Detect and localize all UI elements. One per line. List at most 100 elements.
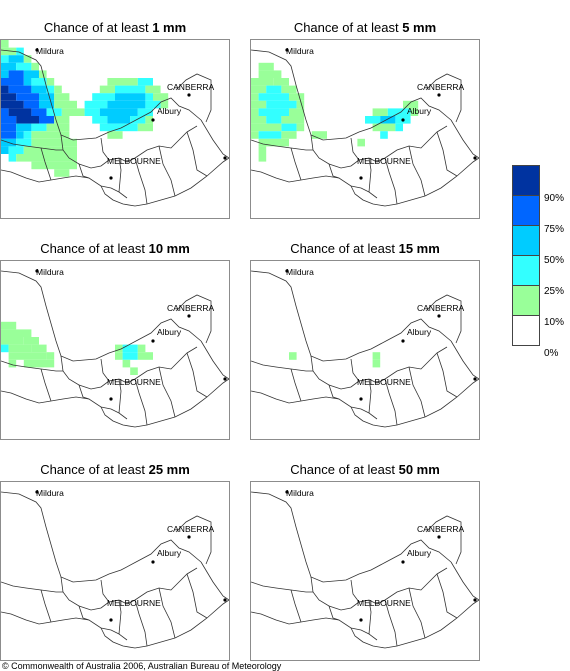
rainfall-cell [31,123,47,132]
legend [512,165,540,346]
rainfall-cell [122,359,131,368]
rainfall-cell [23,55,32,63]
rainfall-cell [16,123,32,132]
rainfall-cell [251,100,267,109]
rainfall-cell [31,108,47,116]
boundary-line [328,384,340,400]
rainfall-cell [39,116,55,124]
legend-label-10: 10% [544,317,565,328]
rainfall-cell [311,131,327,139]
map-label-canberra: CANBERRA [417,303,465,313]
rainfall-cell [107,116,131,124]
rainfall-cell [1,78,24,86]
boundary-line [251,139,313,151]
rainfall-cell [137,344,146,353]
town-marker [109,397,113,401]
rainfall-cell [23,70,39,78]
rainfall-cell [130,367,138,375]
map-label-albury: Albury [157,327,182,337]
rainfall-cell [122,352,138,360]
map-label-canberra: CANBERRA [167,303,215,313]
town-marker [35,490,39,494]
map-label-albury: Albury [407,548,432,558]
boundary-line [350,599,479,649]
rainfall-cell [31,161,77,170]
boundary-line [251,360,313,372]
rainfall-cell [145,100,161,109]
boundary-line [186,573,208,619]
boundary-line [118,378,122,414]
rainfall-cell [281,123,297,132]
map-svg: Mildura CANBERRA Albury MELBOURNE [1,267,229,428]
copyright-notice: © Commonwealth of Australia 2006, Austra… [2,661,282,671]
map-label-melbourne: MELBOURNE [357,377,411,387]
rainfall-cell [258,146,267,154]
rainfall-cell [372,108,388,116]
map-label-canberra: CANBERRA [167,524,215,534]
rainfall-cell [251,131,259,139]
rainfall-cell [8,154,17,162]
rainfall-cell [266,85,282,94]
rainfall-cell [8,344,32,353]
rainfall-cell [251,93,259,101]
rainfall-cell [46,123,70,132]
boundary-line [310,125,448,169]
boundary-line [40,589,52,623]
rainfall-cell [122,344,138,353]
rainfall-cell [137,78,153,86]
boundary-line [158,587,176,639]
boundary-line [425,73,462,123]
boundary-line [158,366,176,418]
boundary-line [450,340,479,380]
legend-label-90: 90% [544,193,565,204]
rainfall-cell [54,116,70,124]
legend-swatch-25 [512,255,540,286]
rainfall-cell [39,93,55,101]
map-label-melbourne: MELBOURNE [357,156,411,166]
town-marker [359,176,363,180]
rainfall-cell [372,359,381,368]
rainfall-cell [258,138,289,147]
rainfall-cell [273,78,289,86]
boundary-line [78,605,90,621]
rainfall-cell [137,123,153,132]
rainfall-cell [115,352,123,360]
rainfall-cell [266,116,282,124]
boundary-line [40,147,52,181]
rainfall-cell [281,116,305,124]
map-label-melbourne: MELBOURNE [107,598,161,608]
town-marker [109,618,113,622]
boundary-line [78,384,90,400]
rainfall-cell [23,100,39,109]
rainfall-cell [281,131,297,139]
panel-title-10mm: Chance of at least 10 mm [40,241,190,256]
map-panel-10mm: Mildura CANBERRA Albury MELBOURNE [0,260,230,440]
boundary-line [118,157,122,193]
rainfall-cell [145,85,161,94]
boundary-line [408,587,426,639]
rainfall-cell [395,123,403,132]
boundary-line [251,611,378,641]
boundary-line [450,119,479,159]
boundary-line [328,605,340,621]
map-label-albury: Albury [157,548,182,558]
legend-label-50: 50% [544,255,565,266]
boundary-line [186,131,208,177]
rainfall-cell [258,62,274,71]
panel-title-1mm: Chance of at least 1 mm [43,20,187,35]
rainfall-cell [46,78,55,86]
boundary-line [175,515,212,565]
boundary-line [200,119,229,159]
rainfall-cell [16,47,24,56]
rainfall-cell [16,116,39,124]
town-marker [437,314,441,318]
town-marker [285,490,289,494]
legend-swatch-10 [512,285,540,316]
boundary-line [368,157,372,193]
rainfall-cell [39,100,55,109]
boundary-line [251,270,452,362]
rainfall-cell [1,70,9,78]
rainfall-cell [380,131,388,139]
map-panel-25mm: Mildura CANBERRA Albury MELBOURNE [0,481,230,661]
boundary-line [1,491,202,583]
